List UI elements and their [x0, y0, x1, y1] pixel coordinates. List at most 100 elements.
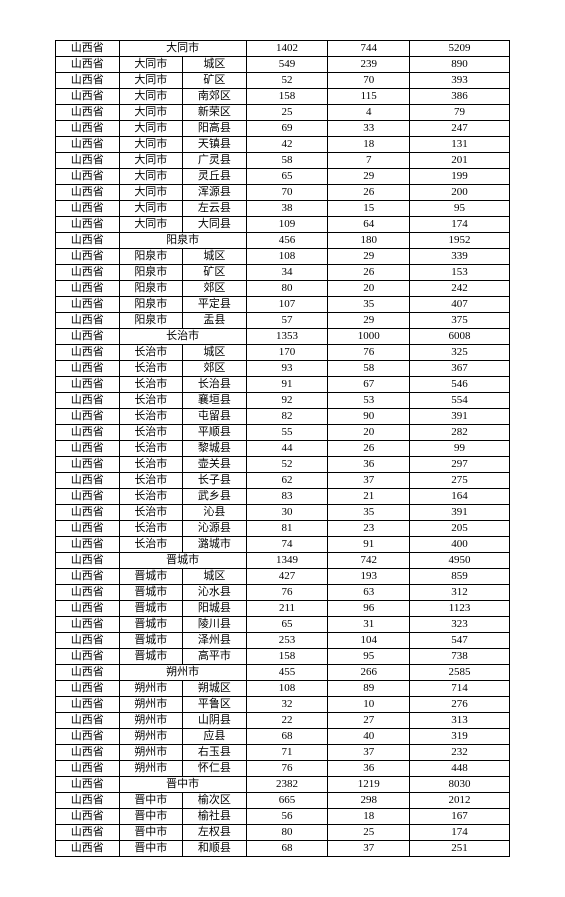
table-cell: 朔城区: [183, 681, 247, 697]
table-cell: 山西省: [56, 137, 120, 153]
table-cell: 山西省: [56, 681, 120, 697]
table-cell: 79: [410, 105, 510, 121]
table-cell: 1349: [246, 553, 328, 569]
table-cell: 89: [328, 681, 410, 697]
table-cell: 1952: [410, 233, 510, 249]
table-cell: 18: [328, 809, 410, 825]
table-cell: 57: [246, 313, 328, 329]
table-cell: 65: [246, 617, 328, 633]
table-cell: 山西省: [56, 169, 120, 185]
table-cell: 1000: [328, 329, 410, 345]
table-cell: 山西省: [56, 89, 120, 105]
table-row: 山西省大同市新荣区25479: [56, 105, 510, 121]
table-row: 山西省晋城市沁水县7663312: [56, 585, 510, 601]
table-cell: 52: [246, 73, 328, 89]
table-cell: 391: [410, 409, 510, 425]
table-row: 山西省阳泉市矿区3426153: [56, 265, 510, 281]
table-cell: 长治市: [119, 457, 183, 473]
table-cell: 400: [410, 537, 510, 553]
table-cell: 阳泉市: [119, 281, 183, 297]
table-cell: 山西省: [56, 697, 120, 713]
table-cell: 96: [328, 601, 410, 617]
table-cell: 7: [328, 153, 410, 169]
table-cell: 65: [246, 169, 328, 185]
table-cell: 282: [410, 425, 510, 441]
table-cell: 山西省: [56, 345, 120, 361]
table-cell: 山西省: [56, 73, 120, 89]
table-cell: 36: [328, 457, 410, 473]
table-cell: 68: [246, 729, 328, 745]
table-cell: 313: [410, 713, 510, 729]
table-cell: 怀仁县: [183, 761, 247, 777]
table-cell: 2585: [410, 665, 510, 681]
table-row: 山西省朔州市朔城区10889714: [56, 681, 510, 697]
table-cell: 山西省: [56, 601, 120, 617]
table-cell: 沁县: [183, 505, 247, 521]
table-row: 山西省阳泉市平定县10735407: [56, 297, 510, 313]
table-cell: 26: [328, 185, 410, 201]
table-cell: 山阴县: [183, 713, 247, 729]
table-cell: 山西省: [56, 297, 120, 313]
table-cell: 55: [246, 425, 328, 441]
table-cell: 山西省: [56, 41, 120, 57]
table-cell: 83: [246, 489, 328, 505]
table-cell: 长治市: [119, 377, 183, 393]
table-cell: 山西省: [56, 537, 120, 553]
table-cell: 67: [328, 377, 410, 393]
table-cell: 253: [246, 633, 328, 649]
table-cell: 山西省: [56, 521, 120, 537]
table-row: 山西省大同市浑源县7026200: [56, 185, 510, 201]
table-cell: 1123: [410, 601, 510, 617]
table-cell: 朔州市: [119, 697, 183, 713]
table-cell: 22: [246, 713, 328, 729]
table-row: 山西省长治市沁源县8123205: [56, 521, 510, 537]
table-cell: 山西省: [56, 729, 120, 745]
table-row: 山西省阳泉市郊区8020242: [56, 281, 510, 297]
table-cell: 山西省: [56, 153, 120, 169]
table-cell: 1219: [328, 777, 410, 793]
table-row: 山西省大同市南郊区158115386: [56, 89, 510, 105]
table-cell: 20: [328, 281, 410, 297]
table-cell: 山西省: [56, 633, 120, 649]
table-cell: 左云县: [183, 201, 247, 217]
table-cell: 199: [410, 169, 510, 185]
table-row: 山西省长治市135310006008: [56, 329, 510, 345]
table-cell: 104: [328, 633, 410, 649]
table-cell: 山西省: [56, 233, 120, 249]
table-cell: 长治市: [119, 537, 183, 553]
table-cell: 714: [410, 681, 510, 697]
table-cell: 407: [410, 297, 510, 313]
table-cell: 744: [328, 41, 410, 57]
table-cell: 山西省: [56, 809, 120, 825]
table-cell: 广灵县: [183, 153, 247, 169]
table-cell: 201: [410, 153, 510, 169]
table-cell: 大同市: [119, 121, 183, 137]
table-cell: 矿区: [183, 265, 247, 281]
table-cell: 164: [410, 489, 510, 505]
table-row: 山西省朔州市怀仁县7636448: [56, 761, 510, 777]
table-row: 山西省大同市灵丘县6529199: [56, 169, 510, 185]
table-cell: 21: [328, 489, 410, 505]
table-cell: 沁水县: [183, 585, 247, 601]
table-cell: 93: [246, 361, 328, 377]
table-cell: 山西省: [56, 553, 120, 569]
table-cell: 180: [328, 233, 410, 249]
table-cell: 长子县: [183, 473, 247, 489]
table-cell: 76: [328, 345, 410, 361]
table-cell: 山西省: [56, 777, 120, 793]
table-cell: 山西省: [56, 489, 120, 505]
table-cell: 山西省: [56, 185, 120, 201]
table-row: 山西省晋城市泽州县253104547: [56, 633, 510, 649]
table-cell: 1402: [246, 41, 328, 57]
table-cell: 山西省: [56, 249, 120, 265]
table-cell: 晋城市: [119, 553, 246, 569]
table-cell: 20: [328, 425, 410, 441]
table-cell: 和顺县: [183, 841, 247, 857]
table-cell: 南郊区: [183, 89, 247, 105]
table-cell: 阳泉市: [119, 265, 183, 281]
table-cell: 44: [246, 441, 328, 457]
table-cell: 546: [410, 377, 510, 393]
table-cell: 859: [410, 569, 510, 585]
table-cell: 朔州市: [119, 665, 246, 681]
table-cell: 58: [246, 153, 328, 169]
